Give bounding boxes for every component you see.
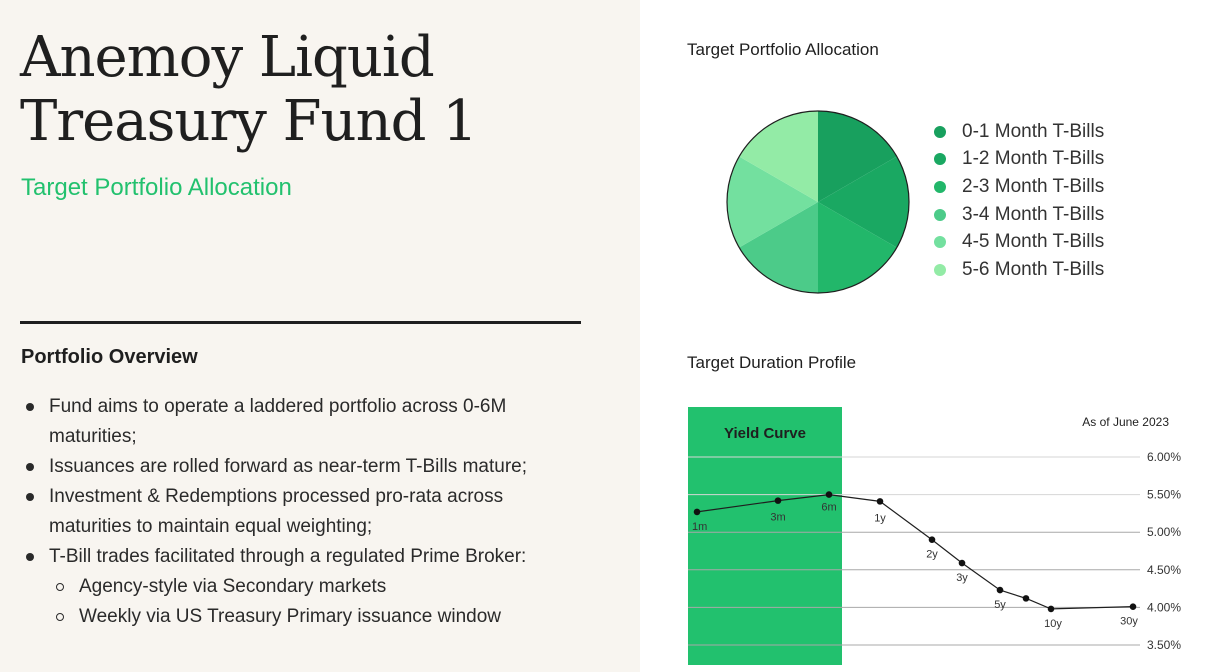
legend-label: 2-3 Month T-Bills [962,175,1105,197]
data-point [774,497,782,504]
data-point [1022,595,1030,602]
legend-label: 5-6 Month T-Bills [962,258,1105,280]
list-item: Fund aims to operate a laddered portfoli… [21,392,581,452]
x-point-label: 2y [926,549,938,561]
y-tick-label: 6.00% [1147,450,1181,464]
pie-slice-4 [739,202,818,293]
overview-list: Fund aims to operate a laddered portfoli… [21,392,581,632]
x-point-label: 3y [956,572,968,584]
x-point-label: 1y [874,512,886,524]
legend-item: 0-1 Month T-Bills [934,118,1104,146]
x-point-label: 10y [1044,618,1062,630]
pie-legend: 0-1 Month T-Bills 1-2 Month T-Bills 2-3 Mo… [934,118,1104,284]
legend-item: 4-5 Month T-Bills [934,228,1104,256]
y-tick-label: 4.50% [1147,563,1181,577]
legend-item: 5-6 Month T-Bills [934,256,1104,284]
x-point-label: 1m [692,521,707,533]
line-chart-title: Target Duration Profile [687,353,857,372]
data-point [996,586,1004,594]
legend-swatch [934,153,946,166]
list-item: Investment & Redemptions processed pro-r… [21,482,581,542]
legend-swatch [934,208,946,221]
page-title: Anemoy Liquid Treasury Fund 1 [20,25,478,154]
x-point-label: 6m [821,502,836,514]
y-tick-label: 5.00% [1147,525,1181,539]
highlight-label: Yield Curve [724,425,806,442]
pie-slice-3 [818,202,897,293]
yield-curve-chart: Yield Curve As of June 2023 6.00% 5.50% 5.00… [688,407,1181,665]
sub-list-item: Weekly via US Treasury Primary issuance … [21,602,581,632]
legend-label: 4-5 Month T-Bills [962,231,1105,253]
pie-chart [726,110,910,294]
pie-slice-6 [739,111,818,202]
y-tick-label: 4.00% [1147,600,1181,614]
left-panel: Anemoy Liquid Treasury Fund 1 Target Por… [0,0,640,672]
list-item: Issuances are rolled forward as near-ter… [21,452,581,482]
x-point-label: 3m [770,512,785,524]
legend-swatch [934,263,946,276]
x-point-label: 30y [1120,616,1138,628]
legend-swatch [934,125,946,138]
data-point [825,491,833,498]
legend-item: 3-4 Month T-Bills [934,201,1104,229]
data-point [1047,605,1055,613]
legend-item: 2-3 Month T-Bills [934,173,1104,201]
legend-label: 3-4 Month T-Bills [962,203,1105,225]
divider [20,321,581,324]
pie-slice-5 [727,156,818,248]
legend-swatch [934,236,946,249]
yield-curve-highlight [688,407,842,665]
sub-list-item: Agency-style via Secondary markets [21,572,581,602]
data-point [928,536,936,544]
pie-slice-1 [818,111,897,202]
y-tick-label: 5.50% [1147,488,1181,502]
y-tick-label: 3.50% [1147,638,1181,652]
data-point [693,508,701,516]
x-point-label: 5y [994,599,1006,611]
legend-item: 1-2 Month T-Bills [934,146,1104,174]
overview-heading: Portfolio Overview [21,346,198,368]
legend-swatch [934,180,946,193]
legend-label: 1-2 Month T-Bills [962,148,1105,170]
data-point [958,559,966,567]
data-point [1129,603,1137,610]
page-subtitle: Target Portfolio Allocation [21,174,292,201]
pie-outline [726,110,910,294]
yield-curve-line [696,493,1134,610]
list-item: T-Bill trades facilitated through a regu… [21,542,581,572]
pie-slice-2 [818,156,909,248]
as-of-annotation: As of June 2023 [1082,415,1169,429]
legend-label: 0-1 Month T-Bills [962,120,1105,142]
data-point [876,498,884,505]
pie-chart-title: Target Portfolio Allocation [687,40,879,59]
